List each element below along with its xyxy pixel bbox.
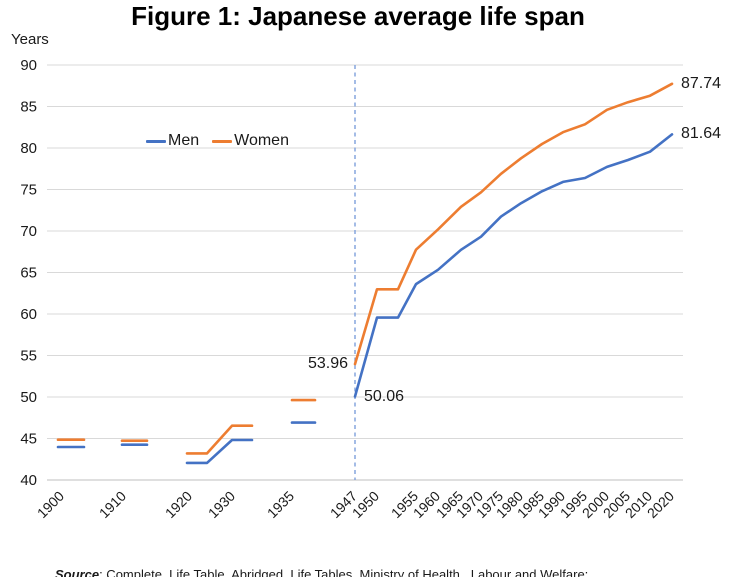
annotation-women-2020: 87.74 bbox=[681, 74, 722, 92]
y-tick-label: 60 bbox=[20, 306, 37, 323]
legend-item-men: Men bbox=[146, 132, 199, 150]
source-line-1: Source: Complete Life Table, Abridged Li… bbox=[55, 567, 588, 577]
x-tick-label: 1920 bbox=[162, 488, 195, 521]
y-tick-label: 45 bbox=[20, 431, 37, 448]
legend-label-men: Men bbox=[168, 132, 200, 149]
y-tick-label: 55 bbox=[20, 348, 37, 365]
women-series-swatch bbox=[212, 139, 233, 143]
x-tick-label: 1950 bbox=[349, 488, 382, 521]
women-line bbox=[185, 424, 254, 455]
y-tick-label: 90 bbox=[20, 57, 37, 74]
men-series-swatch bbox=[146, 139, 166, 143]
y-axis-title: Years bbox=[11, 31, 49, 48]
y-tick-label: 50 bbox=[20, 389, 37, 406]
x-tick-label: 1935 bbox=[264, 488, 297, 521]
x-tick-label: 2020 bbox=[644, 488, 677, 521]
source-label: Source bbox=[55, 567, 100, 577]
x-tick-label: 1910 bbox=[96, 488, 129, 521]
source-note: Source: Complete Life Table, Abridged Li… bbox=[55, 534, 588, 577]
annotation-men-1947: 50.06 bbox=[364, 387, 405, 405]
legend-item-women: Women bbox=[212, 132, 289, 150]
legend: Men Women bbox=[146, 132, 289, 150]
annotation-men-2020: 81.64 bbox=[681, 125, 722, 143]
men-line bbox=[353, 133, 674, 398]
legend-label-women: Women bbox=[234, 132, 289, 149]
x-tick-label: 1930 bbox=[205, 488, 238, 521]
women-line bbox=[353, 82, 674, 366]
source-text: : Complete Life Table, Abridged Life Tab… bbox=[99, 567, 589, 577]
y-tick-label: 40 bbox=[20, 472, 37, 489]
chart-title: Figure 1: Japanese average life span bbox=[131, 1, 585, 31]
y-tick-label: 70 bbox=[20, 223, 37, 240]
y-tick-label: 80 bbox=[20, 140, 37, 157]
y-tick-label: 85 bbox=[20, 99, 37, 116]
men-line bbox=[185, 438, 254, 465]
x-tick-label: 1900 bbox=[34, 488, 67, 521]
y-tick-label: 75 bbox=[20, 182, 37, 199]
annotation-women-1947: 53.96 bbox=[307, 355, 348, 373]
y-tick-label: 65 bbox=[20, 265, 37, 282]
